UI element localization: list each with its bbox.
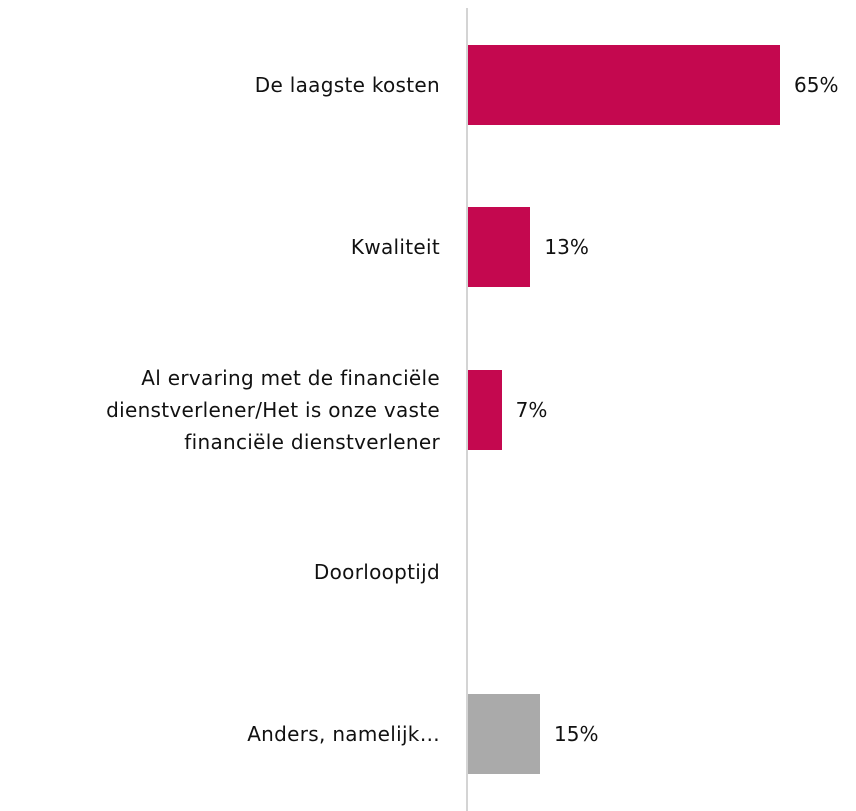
axis-line — [466, 8, 468, 811]
category-label: Kwaliteit — [350, 235, 440, 260]
bar — [468, 369, 502, 450]
category-label: Anders, namelijk… — [247, 722, 440, 747]
bar — [468, 207, 531, 288]
category-label: Al ervaring met de financiële dienstverl… — [106, 365, 440, 454]
bar — [468, 694, 540, 775]
value-label: 65% — [794, 73, 839, 97]
value-label: 15% — [554, 722, 599, 747]
value-label: 13% — [544, 235, 589, 260]
category-label: Doorlooptijd — [313, 559, 440, 584]
category-label: De laagste kosten — [254, 73, 440, 97]
value-label: 7% — [515, 397, 548, 422]
bar — [468, 45, 780, 125]
